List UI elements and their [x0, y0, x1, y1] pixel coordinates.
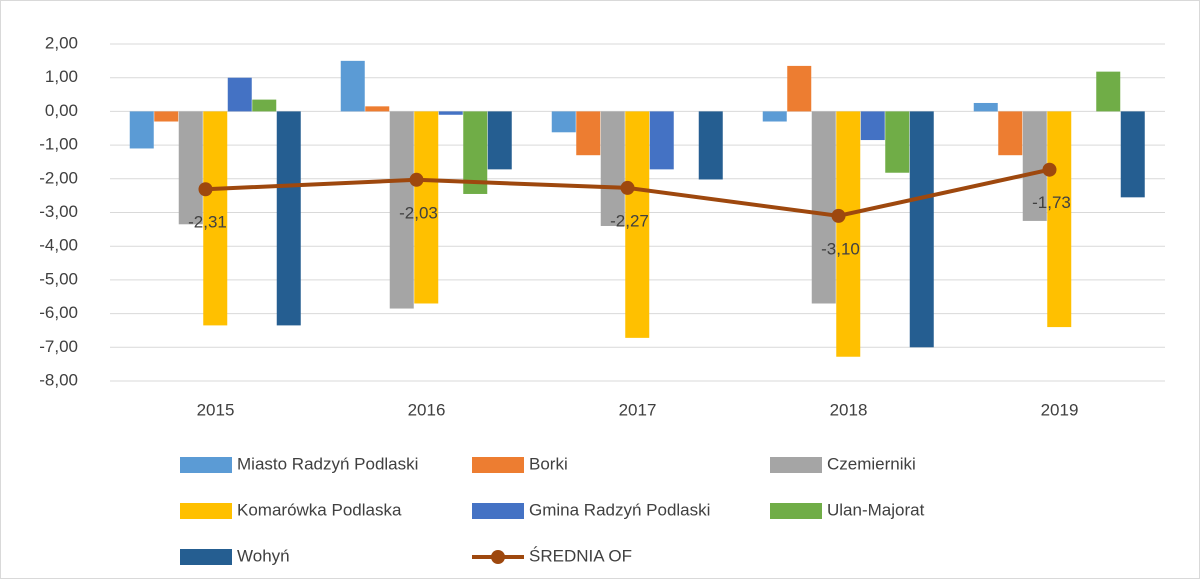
bar: [698, 111, 723, 180]
bar: [811, 111, 836, 304]
bar: [1096, 71, 1121, 112]
bar: [438, 111, 463, 115]
legend-label: Komarówka Podlaska: [237, 500, 402, 519]
legend-swatch: [472, 457, 524, 473]
bar: [276, 111, 301, 326]
legend-label: Gmina Radzyń Podlaski: [529, 500, 710, 519]
bar: [600, 111, 625, 226]
bar: [885, 111, 910, 173]
legend-swatch: [180, 549, 232, 565]
legend-swatch: [180, 457, 232, 473]
legend-swatch: [472, 503, 524, 519]
legend-label: Miasto Radzyń Podlaski: [237, 454, 418, 473]
bar: [649, 111, 674, 170]
bar: [860, 111, 885, 141]
x-tick-label: 2017: [619, 400, 657, 419]
y-tick-label: -5,00: [39, 269, 78, 288]
y-tick-label: 0,00: [45, 101, 78, 120]
x-tick-label: 2019: [1041, 400, 1079, 419]
line-marker: [409, 172, 424, 187]
bar: [389, 111, 414, 309]
bar: [414, 111, 439, 304]
bar: [340, 60, 365, 112]
bar: [576, 111, 601, 156]
y-tick-label: 1,00: [45, 67, 78, 86]
line-marker: [198, 182, 213, 197]
y-tick-label: -4,00: [39, 236, 78, 255]
bar: [909, 111, 934, 348]
y-tick-label: -7,00: [39, 337, 78, 356]
bar: [178, 111, 203, 225]
line-marker: [831, 208, 846, 223]
bar: [787, 65, 812, 112]
data-label: -1,73: [1032, 193, 1071, 212]
bar: [973, 102, 998, 112]
bar: [1120, 111, 1145, 198]
bar: [762, 111, 787, 122]
data-label: -3,10: [821, 239, 860, 258]
legend-swatch: [180, 503, 232, 519]
x-tick-label: 2016: [408, 400, 446, 419]
line-marker: [1042, 162, 1057, 177]
data-label: -2,31: [188, 213, 227, 232]
legend-swatch: [491, 550, 505, 564]
y-tick-label: -8,00: [39, 370, 78, 389]
data-label: -2,27: [610, 211, 649, 230]
legend-swatch: [770, 503, 822, 519]
x-tick-label: 2018: [830, 400, 868, 419]
bar: [625, 111, 650, 338]
legend-swatch: [770, 457, 822, 473]
bar: [227, 77, 252, 112]
y-tick-label: -1,00: [39, 135, 78, 154]
legend-label: Wohyń: [237, 546, 290, 565]
bar: [365, 106, 390, 112]
y-tick-label: 2,00: [45, 33, 78, 52]
bar: [252, 99, 277, 112]
y-tick-label: -2,00: [39, 168, 78, 187]
bar: [998, 111, 1023, 156]
y-tick-label: -6,00: [39, 303, 78, 322]
data-label: -2,03: [399, 203, 438, 222]
line-marker: [620, 180, 635, 195]
bar: [487, 111, 512, 170]
bar: [154, 111, 179, 122]
bar: [1047, 111, 1072, 328]
legend-label: ŚREDNIA OF: [529, 546, 632, 565]
legend-label: Ulan-Majorat: [827, 500, 925, 519]
x-tick-label: 2015: [197, 400, 235, 419]
y-tick-label: -3,00: [39, 202, 78, 221]
bar: [836, 111, 861, 357]
bar: [203, 111, 228, 326]
bar: [1022, 111, 1047, 221]
legend-label: Borki: [529, 454, 568, 473]
bar: [551, 111, 576, 133]
legend-label: Czemierniki: [827, 454, 916, 473]
bar: [129, 111, 154, 149]
